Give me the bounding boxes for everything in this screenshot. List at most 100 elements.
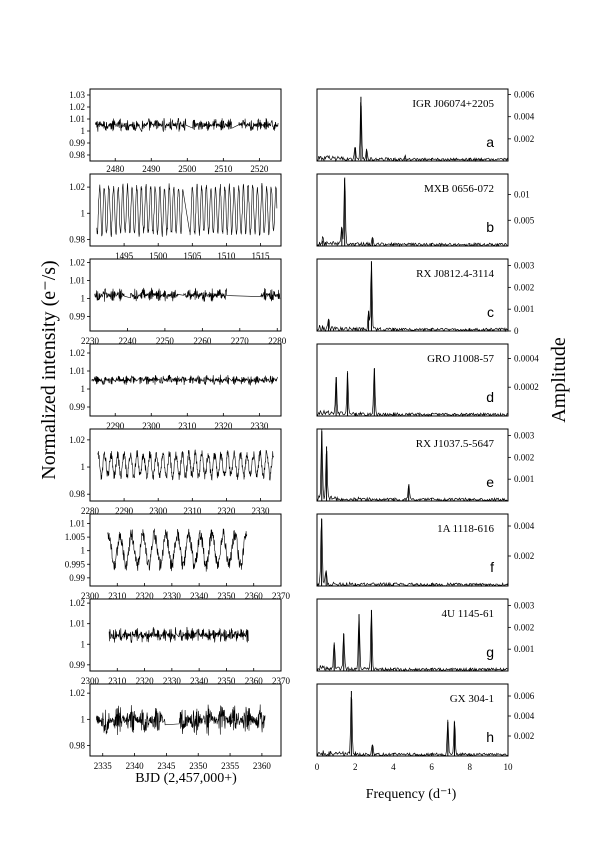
periodogram-frame-b: [316, 173, 509, 247]
panel-letter-e: e: [486, 474, 494, 490]
light-curve-ytick-label: 0.98: [69, 234, 85, 244]
light-curve-ytick-label: 1.02: [69, 435, 85, 445]
light-curve-xtick-label: 2320: [136, 591, 155, 601]
periodogram-a: [317, 102, 509, 163]
light-curve-ytick-label: 1.02: [69, 258, 85, 268]
periodogram-ytick-label: 0.001: [514, 644, 534, 654]
light-curve-xtick-label: 2230: [81, 336, 100, 346]
panel-letter-f: f: [490, 559, 494, 575]
light-curve-xtick-label: 2320: [217, 506, 236, 516]
light-curve-ytick-label: 1.005: [65, 532, 86, 542]
light-curve-ytick-label: 1: [81, 294, 86, 304]
frequency-tick-label: 8: [468, 762, 473, 772]
panel-letter-b: b: [486, 219, 494, 235]
light-curve-xtick-label: 2370: [272, 591, 291, 601]
light-curve-ytick-label: 1.01: [69, 114, 85, 124]
light-curve-ytick-label: 1: [81, 546, 86, 556]
light-curve-xtick-label: 2310: [108, 676, 127, 686]
right-y-axis-title: Amplitude: [548, 337, 570, 423]
light-curve-xtick-label: 2330: [163, 591, 182, 601]
light-curve-xtick-label: 1505: [183, 251, 202, 261]
periodogram-ytick-label: 0.002: [514, 731, 534, 741]
frequency-tick-label: 6: [429, 762, 434, 772]
light-curve-d: [91, 374, 278, 386]
periodogram-frame-d: [316, 343, 509, 417]
light-curve-ytick-label: 1.01: [69, 619, 85, 629]
periodogram-ytick-label: 0.001: [514, 474, 534, 484]
light-curve-xtick-label: 2350: [189, 761, 208, 771]
light-curve-xtick-label: 2480: [106, 164, 125, 174]
light-curve-xtick-label: 2300: [81, 591, 100, 601]
light-curve-xtick-label: 1510: [217, 251, 236, 261]
source-name-a: IGR J06074+2205: [412, 98, 494, 110]
right-x-axis-title: Frequency (d⁻¹): [366, 787, 457, 802]
periodogram-f: [317, 518, 509, 588]
light-curve-xtick-label: 2300: [149, 506, 168, 516]
light-curve-xtick-label: 2360: [253, 761, 272, 771]
light-curve-xtick-label: 2340: [190, 591, 209, 601]
light-curve-xtick-label: 2500: [178, 164, 197, 174]
light-curve-xtick-label: 2280: [81, 506, 100, 516]
light-curve-ytick-label: 1.02: [69, 348, 85, 358]
light-curve-ytick-label: 0.98: [69, 489, 85, 499]
light-curve-ytick-label: 1: [81, 384, 86, 394]
light-curve-xtick-label: 2330: [163, 676, 182, 686]
light-curve-ytick-label: 1.02: [69, 688, 85, 698]
light-curve-h: [96, 704, 266, 736]
light-curve-xtick-label: 2360: [245, 676, 264, 686]
light-curve-xtick-label: 2300: [142, 421, 161, 431]
light-curve-ytick-label: 1: [81, 126, 86, 136]
light-curve-ytick-label: 1.02: [69, 182, 85, 192]
light-curve-ytick-label: 1: [81, 208, 86, 218]
periodogram-frame-g: [316, 598, 509, 672]
light-curve-ytick-label: 1.02: [69, 598, 85, 608]
light-curve-frame-b: [89, 173, 282, 247]
light-curve-ytick-label: 0.98: [69, 741, 85, 751]
light-curve-b: [96, 182, 278, 237]
light-curve-ytick-label: 0.99: [69, 573, 85, 583]
source-name-e: RX J1037.5-5647: [416, 438, 495, 450]
light-curve-xtick-label: 2310: [183, 506, 202, 516]
periodogram-ytick-label: 0.0004: [514, 353, 539, 363]
light-curve-frame-a: [89, 88, 282, 162]
light-curve-ytick-label: 0.98: [69, 150, 85, 160]
periodogram-b: [317, 179, 508, 248]
light-curve-xtick-label: 1515: [252, 251, 271, 261]
periodogram-frame-a: [316, 88, 509, 162]
light-curve-xtick-label: 2510: [214, 164, 233, 174]
periodogram-ytick-label: 0.003: [514, 261, 535, 271]
light-curve-xtick-label: 2370: [272, 676, 291, 686]
light-curve-frame-h: [89, 683, 282, 757]
panel-a: 0.98 0.99 1 1.01 1.02 1.03 2480 2490 2500 2510 252…: [69, 88, 535, 174]
light-curve-xtick-label: 2330: [252, 506, 271, 516]
light-curve-e: [97, 449, 274, 481]
light-curve-frame-g: [89, 598, 282, 672]
periodogram-ytick-label: 0: [514, 326, 519, 336]
panel-letter-d: d: [486, 389, 494, 405]
panel-f: 0.99 0.995 1 1.005 1.01 2300 2310 2320 2330 2340 2…: [65, 513, 535, 601]
panel-e: 0.98 1 1.02 2280 2290 2300 2310 2320 2330 0.001 0.…: [69, 428, 535, 516]
source-name-c: RX J0812.4-3114: [416, 268, 494, 280]
periodogram-ytick-label: 0.004: [514, 711, 535, 721]
light-curve-xtick-label: 2320: [136, 676, 155, 686]
light-curve-xtick-label: 2340: [190, 676, 209, 686]
light-curve-ytick-label: 1: [81, 639, 86, 649]
periodogram-ytick-label: 0.002: [514, 622, 534, 632]
periodogram-ytick-label: 0.006: [514, 691, 535, 701]
light-curve-xtick-label: 2490: [142, 164, 161, 174]
light-curve-frame-c: [89, 258, 282, 332]
light-curve-xtick-label: 2290: [106, 421, 125, 431]
light-curve-ytick-label: 1.03: [69, 90, 85, 100]
panel-h: 0.98 1 1.02 2335 2340 2345 2350 2355 2360 0.002 0.…: [69, 683, 535, 771]
light-curve-f: [107, 528, 248, 572]
light-curve-xtick-label: 2300: [81, 676, 100, 686]
frequency-tick-label: 2: [353, 762, 358, 772]
light-curve-frame-f: [89, 513, 282, 587]
light-curve-xtick-label: 2330: [250, 421, 269, 431]
periodogram-ytick-label: 0.002: [514, 452, 534, 462]
light-curve-xtick-label: 2310: [178, 421, 197, 431]
light-curve-xtick-label: 1500: [149, 251, 168, 261]
light-curve-frame-e: [89, 428, 282, 502]
light-curve-xtick-label: 2270: [231, 336, 250, 346]
